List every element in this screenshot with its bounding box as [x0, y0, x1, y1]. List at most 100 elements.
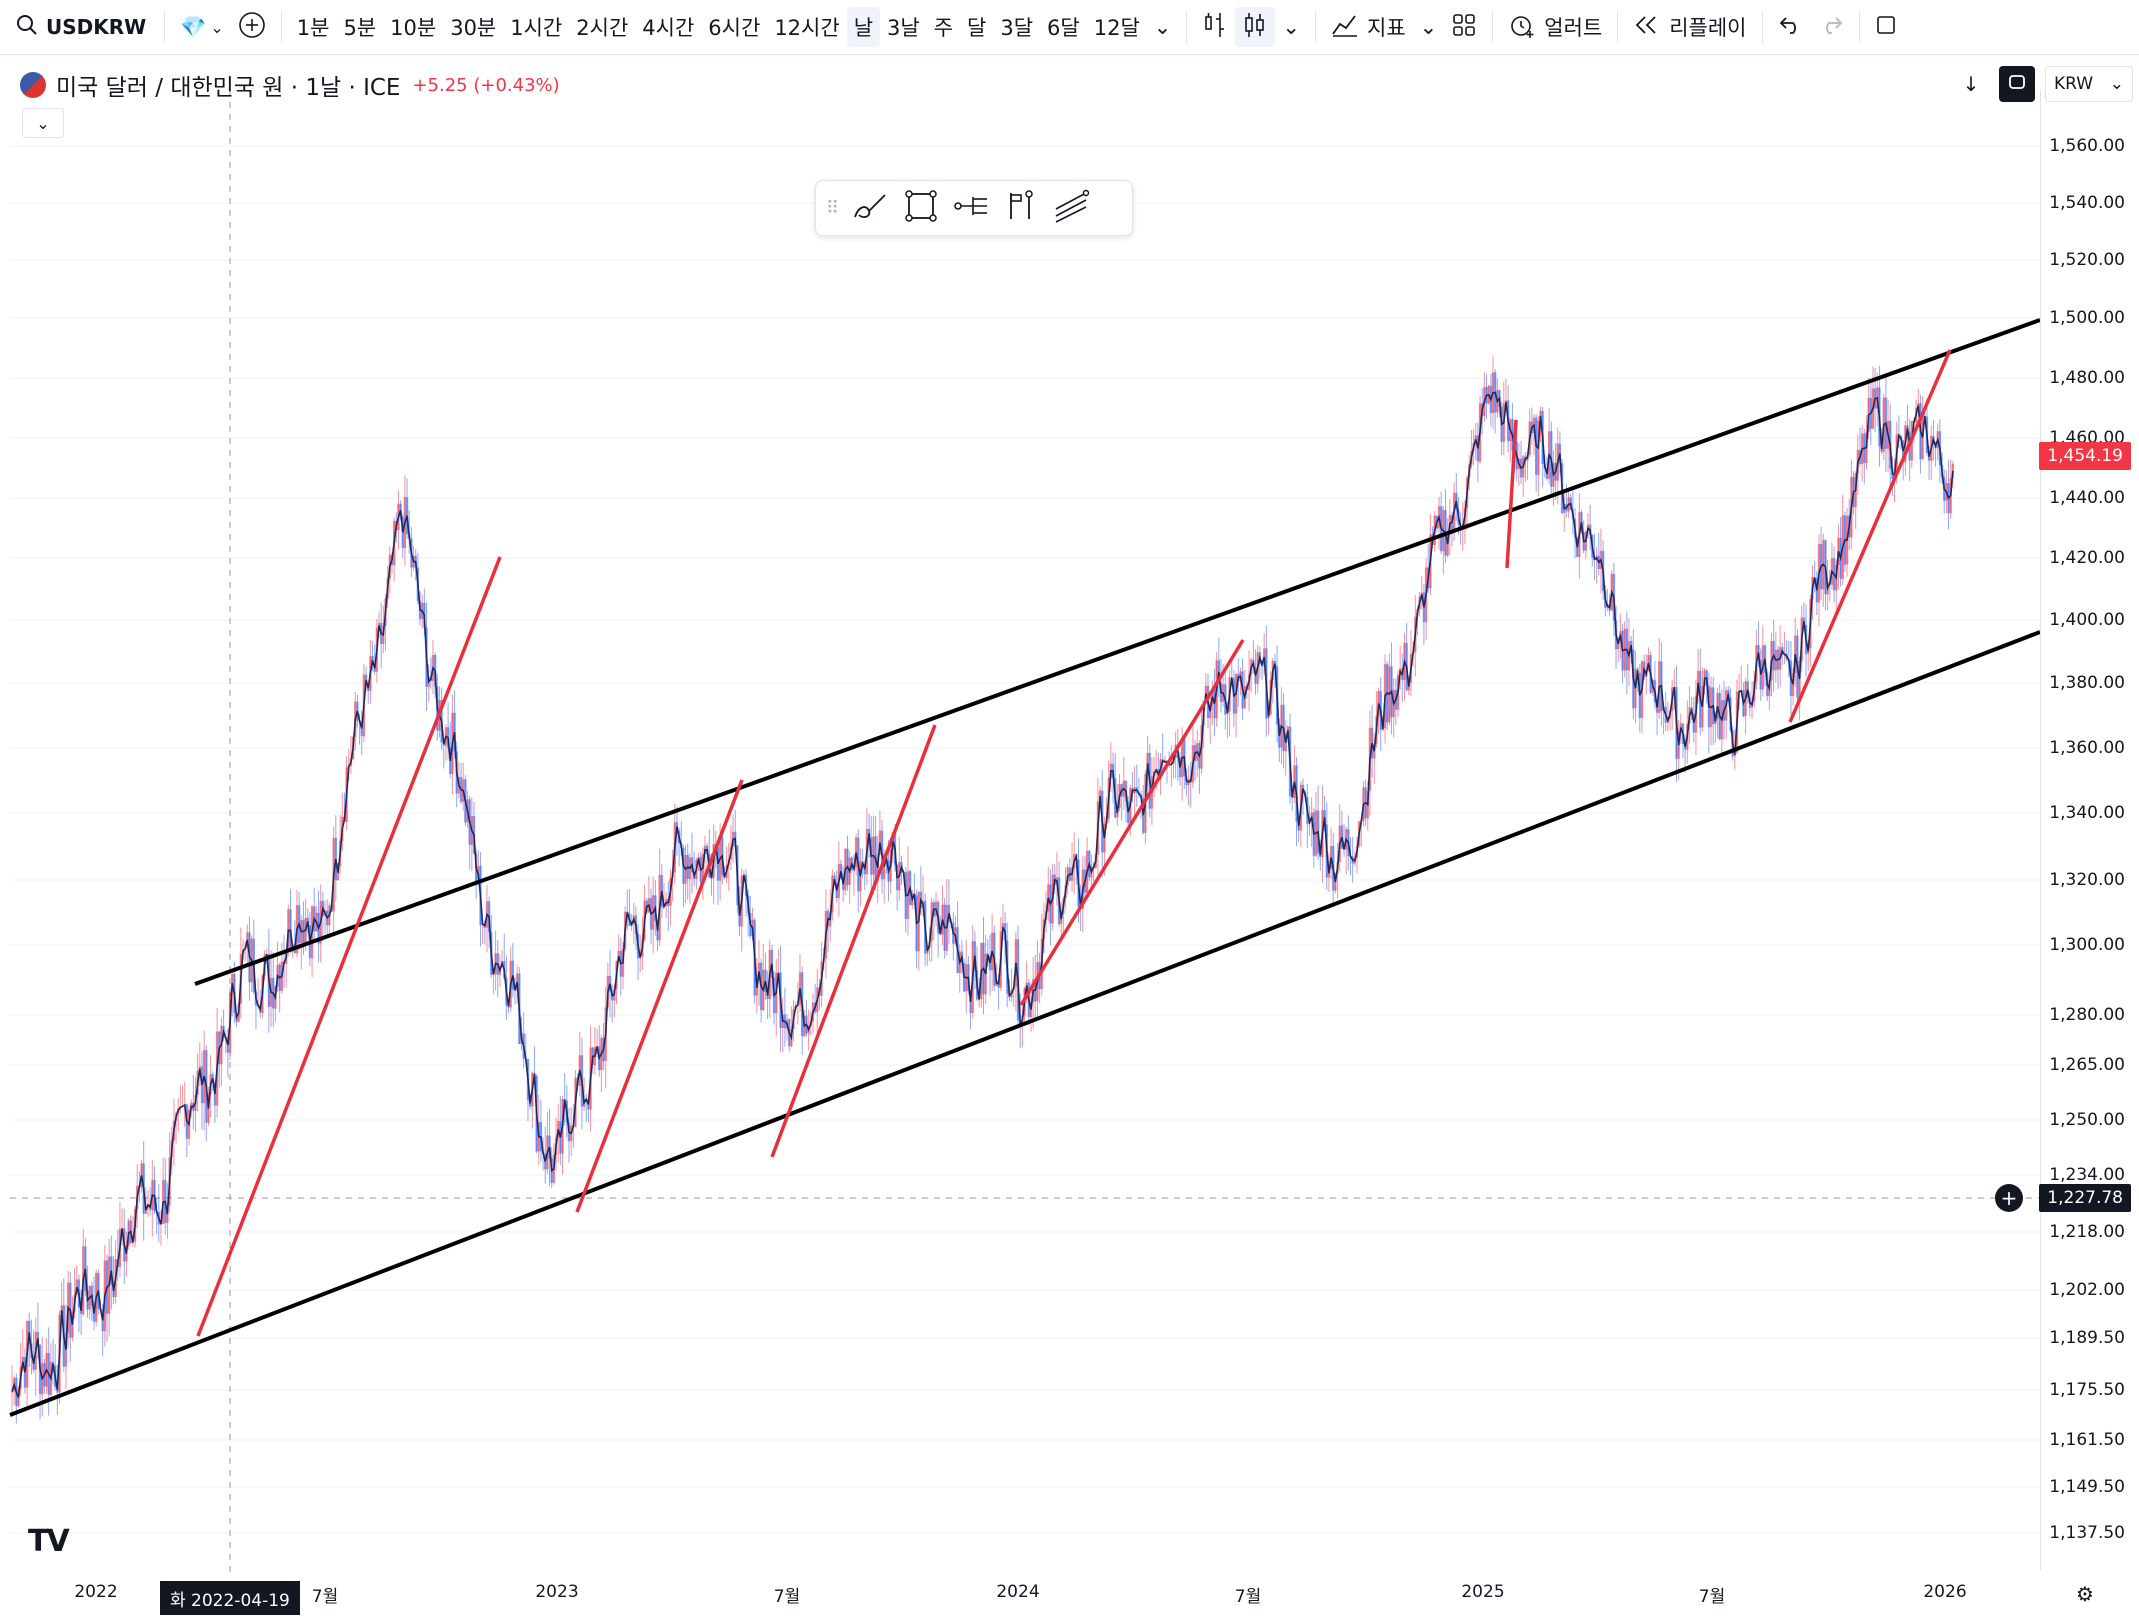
- tradingview-logo[interactable]: TV: [28, 1524, 70, 1559]
- symbol-name: USDKRW: [46, 15, 147, 39]
- price-tick-label: 1,202.00: [2049, 1280, 2125, 1300]
- gear-icon[interactable]: ⚙: [2076, 1582, 2094, 1606]
- replay-button[interactable]: 리플레이: [1626, 7, 1753, 47]
- indicators-label: 지표: [1367, 16, 1406, 40]
- fork-tool-button[interactable]: [946, 186, 996, 230]
- position-icon: [1003, 189, 1039, 227]
- interval-more-button[interactable]: ⌄: [1147, 7, 1179, 47]
- price-tick-label: 1,440.00: [2049, 488, 2125, 508]
- price-tick-label: 1,540.00: [2049, 193, 2125, 213]
- price-tick-label: 1,218.00: [2049, 1222, 2125, 1242]
- price-tick-label: 1,300.00: [2049, 935, 2125, 955]
- sync-icon: [2007, 72, 2027, 97]
- interval-11[interactable]: 주: [933, 16, 954, 40]
- search-icon: [16, 14, 38, 40]
- interval-8[interactable]: 12시간: [774, 16, 840, 40]
- channel-icon: [1052, 189, 1090, 227]
- interval-14[interactable]: 6달: [1047, 16, 1080, 40]
- symbol-search[interactable]: USDKRW: [6, 7, 156, 47]
- divider: [280, 11, 282, 43]
- rectangle-tool-button[interactable]: [896, 186, 946, 230]
- interval-13[interactable]: 3달: [1000, 16, 1034, 40]
- red-trend-line: [770, 724, 937, 1158]
- price-tick-label: 1,560.00: [2049, 136, 2125, 156]
- currency-select[interactable]: KRW ⌄: [2045, 66, 2133, 102]
- chart-legend: 미국 달러 / 대한민국 원 · 1날 · ICE +5.25 (+0.43%): [20, 68, 560, 102]
- red-trend-line: [575, 779, 744, 1213]
- crosshair-price-badge: 1,227.78: [2039, 1184, 2131, 1212]
- legend-collapse-button[interactable]: ⌄: [22, 108, 64, 138]
- parallel-channel-tool-button[interactable]: [1046, 186, 1096, 230]
- undo-icon: [1778, 14, 1804, 41]
- candle-body: [710, 877, 713, 879]
- alert-button[interactable]: 얼러트: [1501, 7, 1609, 47]
- replay-label: 리플레이: [1669, 16, 1747, 40]
- price-tick-label: 1,149.50: [2049, 1477, 2125, 1497]
- indicators-more-button[interactable]: ⌄: [1413, 7, 1445, 47]
- interval-10[interactable]: 3날: [887, 16, 920, 40]
- indicators-button[interactable]: 지표: [1324, 7, 1413, 47]
- interval-1[interactable]: 5분: [343, 16, 377, 40]
- interval-2[interactable]: 10분: [390, 16, 437, 40]
- time-tick-label: 2023: [535, 1582, 579, 1602]
- layouts-button[interactable]: [1444, 7, 1484, 47]
- scroll-to-latest-button[interactable]: ↓: [1953, 66, 1989, 102]
- plus-circle-icon: [238, 11, 266, 44]
- last-price-badge: 1,454.19: [2039, 442, 2131, 470]
- interval-5[interactable]: 2시간: [576, 16, 629, 40]
- time-tick-label: 7월: [1234, 1587, 1262, 1607]
- chart-right-controls: ↓ KRW ⌄: [1953, 66, 2139, 102]
- candle-body: [1798, 660, 1801, 698]
- price-tick-label: 1,480.00: [2049, 368, 2125, 388]
- chevron-down-icon: ⌄: [1153, 15, 1172, 39]
- legend-title: 미국 달러 / 대한민국 원 · 1날 · ICE: [56, 75, 401, 101]
- divider: [1186, 11, 1188, 43]
- candles-icon: [1242, 11, 1268, 44]
- price-tick-label: 1,189.50: [2049, 1328, 2125, 1348]
- price-axis-border: [2040, 90, 2041, 1570]
- channel-lower-line: [9, 630, 2041, 1417]
- legend-change: +5.25 (+0.43%): [412, 74, 560, 96]
- interval-6[interactable]: 4시간: [642, 16, 695, 40]
- price-tick-label: 1,520.00: [2049, 250, 2125, 270]
- interval-15[interactable]: 12달: [1093, 16, 1140, 40]
- pitchfork-icon: [953, 191, 989, 225]
- interval-9[interactable]: 날: [846, 7, 881, 47]
- add-alert-plus-icon[interactable]: +: [1995, 1184, 2023, 1212]
- sync-button[interactable]: [1999, 66, 2035, 102]
- position-tool-button[interactable]: [996, 186, 1046, 230]
- divider: [164, 11, 166, 43]
- bar-style-button[interactable]: [1195, 7, 1235, 47]
- time-tick-label: 2024: [996, 1582, 1040, 1602]
- red-trend-line: [196, 556, 502, 1337]
- brush-tool-button[interactable]: [846, 186, 896, 230]
- time-tick-label: 7월: [773, 1587, 801, 1607]
- grid-icon: [1451, 12, 1477, 43]
- candle-body: [1638, 672, 1642, 718]
- price-tick-label: 1,340.00: [2049, 803, 2125, 823]
- interval-0[interactable]: 1분: [296, 16, 330, 40]
- interval-12[interactable]: 달: [967, 16, 987, 40]
- rewind-icon: [1633, 13, 1661, 42]
- price-tick-label: 1,265.00: [2049, 1055, 2125, 1075]
- undo-button[interactable]: [1771, 7, 1811, 47]
- chevron-down-icon: ⌄: [210, 17, 224, 37]
- rectangle-icon: [904, 189, 938, 227]
- interval-7[interactable]: 6시간: [708, 16, 761, 40]
- brush-icon: [851, 191, 891, 225]
- interval-4[interactable]: 1시간: [510, 16, 563, 40]
- candle-body: [1634, 668, 1637, 709]
- drag-handle-icon[interactable]: ⠿: [826, 197, 840, 219]
- interval-3[interactable]: 30분: [450, 16, 497, 40]
- red-trend-line: [1505, 419, 1518, 569]
- add-symbol-button[interactable]: [231, 7, 273, 47]
- diamond-icon: 💎: [180, 14, 207, 39]
- price-tick-label: 1,280.00: [2049, 1005, 2125, 1025]
- chart-type-more-button[interactable]: ⌄: [1275, 7, 1307, 47]
- candles-style-button[interactable]: [1235, 7, 1276, 47]
- divider: [1761, 11, 1763, 43]
- compare-button[interactable]: 💎 ⌄: [173, 7, 231, 47]
- fullscreen-button[interactable]: [1868, 7, 1904, 47]
- redo-button[interactable]: [1811, 7, 1851, 47]
